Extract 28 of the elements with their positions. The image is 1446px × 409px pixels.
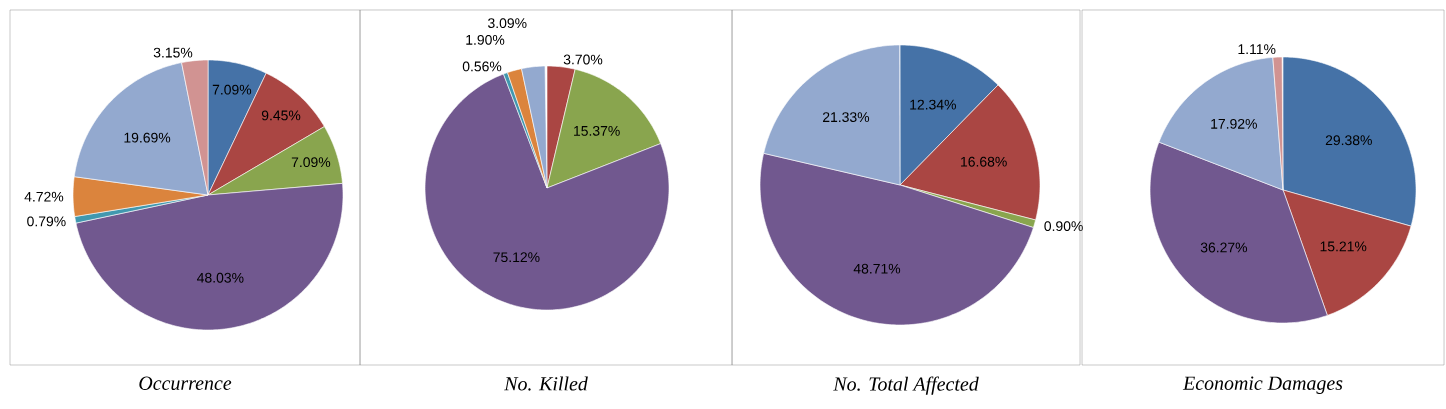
data-label: 15.21% — [1320, 241, 1367, 252]
data-label: 29.38% — [1325, 135, 1372, 146]
data-label: 1.90% — [466, 34, 505, 45]
data-label: 36.27% — [1200, 242, 1248, 253]
data-label: 3.15% — [153, 47, 193, 58]
data-label: 0.90% — [1044, 221, 1083, 232]
data-label: 3.70% — [563, 54, 603, 65]
data-label: 7.09% — [212, 84, 252, 95]
data-label: 48.71% — [853, 263, 901, 274]
data-label: 7.09% — [291, 157, 331, 168]
text: No. Killed — [504, 376, 588, 391]
text: Occurrence — [139, 376, 232, 390]
data-label: 0.56% — [462, 61, 502, 72]
data-label: 12.34% — [910, 99, 956, 110]
data-label: 1.11% — [1238, 44, 1276, 55]
text: No. Total Affected — [833, 376, 979, 395]
data-label: 0.79% — [27, 216, 66, 227]
data-label: 48.03% — [197, 272, 244, 283]
text: Economic Damages — [1182, 376, 1343, 394]
data-label: 4.72% — [24, 191, 64, 202]
data-label: 19.69% — [124, 132, 171, 143]
data-label: 21.33% — [822, 112, 870, 123]
data-label: 9.45% — [261, 110, 301, 121]
data-label: 75.12% — [493, 252, 540, 263]
data-label: 16.68% — [961, 156, 1007, 167]
data-label: 17.92% — [1211, 118, 1257, 129]
data-label: 15.37% — [574, 125, 620, 136]
data-label: 3.09% — [488, 18, 527, 29]
